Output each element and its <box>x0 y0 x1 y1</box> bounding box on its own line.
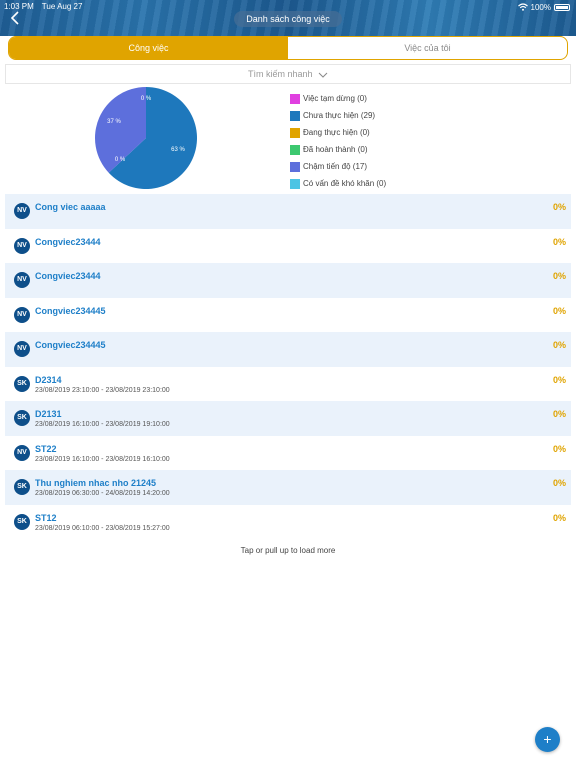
task-title: D2314 <box>35 374 62 385</box>
tab-viec-cua-toi[interactable]: Việc của tôi <box>404 43 451 53</box>
status-time: 1:03 PM <box>4 2 34 11</box>
load-more-text[interactable]: Tap or pull up to load more <box>240 546 336 555</box>
task-title: Cong viec aaaaa <box>35 202 106 212</box>
plus-icon: + <box>543 731 552 747</box>
task-progress-percent: 0% <box>552 478 566 488</box>
legend-label: Việc tạm dừng (0) <box>303 94 367 103</box>
task-row[interactable]: NV Congviec234445 0% <box>5 332 571 367</box>
task-date-range: 23/08/2019 16:10:00 - 23/08/2019 16:10:0… <box>35 455 170 463</box>
task-progress-percent: 0% <box>552 305 566 316</box>
task-type-badge: NV <box>14 237 30 254</box>
task-title: D2131 <box>35 409 62 419</box>
battery-icon <box>554 3 570 11</box>
task-title: Congviec23444 <box>35 236 101 247</box>
task-type-badge: NV <box>14 306 30 323</box>
task-type-badge: NV <box>14 203 30 219</box>
task-type-badge: NV <box>14 444 30 461</box>
pie-slice <box>108 87 197 189</box>
task-progress-percent: 0% <box>552 202 566 212</box>
task-row[interactable]: SK ST12 23/08/2019 06:10:00 - 23/08/2019 1… <box>5 505 571 540</box>
task-title: ST22 <box>35 443 57 454</box>
task-title: ST12 <box>35 512 57 523</box>
legend-label: Chưa thực hiện (29) <box>303 111 376 120</box>
legend-item: Việc tạm dừng (0) <box>290 90 386 107</box>
pie-slice-label: 0 % <box>115 157 126 163</box>
task-date-range: 23/08/2019 16:10:00 - 23/08/2019 19:10:0… <box>35 421 170 428</box>
add-task-button[interactable]: + <box>535 727 560 752</box>
task-title: Congviec234445 <box>35 340 106 350</box>
pie-slice-label: 37 % <box>107 119 121 125</box>
task-title: Thu nghiem nhac nho 21245 <box>35 478 157 488</box>
battery-percent: 100% <box>530 2 551 12</box>
task-row[interactable]: NV ST22 23/08/2019 16:10:00 - 23/08/2019 1… <box>5 436 571 471</box>
legend-swatch <box>290 127 300 138</box>
task-row[interactable]: NV Cong viec aaaaa 0% <box>5 194 571 229</box>
task-progress-percent: 0% <box>552 340 566 350</box>
legend-swatch <box>290 178 300 189</box>
task-progress-percent: 0% <box>552 409 566 419</box>
task-title: Congviec23444 <box>35 271 101 281</box>
task-date-range: 23/08/2019 06:10:00 - 23/08/2019 15:27:0… <box>35 524 170 532</box>
legend-item: Có vấn đề khó khăn (0) <box>290 175 386 192</box>
chevron-down-icon <box>318 72 328 78</box>
pie-slice <box>95 87 146 173</box>
task-list: NV Cong viec aaaaa 0% NV Congviec23444 0% NV Co… <box>5 194 571 539</box>
legend-item: Chậm tiến độ (17) <box>290 158 386 175</box>
pie-slice-label: 0 % <box>141 96 152 102</box>
legend-label: Đã hoàn thành (0) <box>303 145 368 154</box>
task-row[interactable]: NV Congviec23444 0% <box>5 263 571 298</box>
legend-swatch <box>290 161 300 172</box>
task-type-badge: NV <box>14 272 30 288</box>
tab-bar: Công việc Việc của tôi <box>8 36 568 60</box>
task-type-badge: NV <box>14 341 30 357</box>
task-title: Congviec234445 <box>35 305 106 316</box>
task-row[interactable]: SK Thu nghiem nhac nho 21245 23/08/2019 06… <box>5 470 571 505</box>
header-bar: 1:03 PM Tue Aug 27 100% Danh sách công v… <box>0 0 576 36</box>
task-progress-percent: 0% <box>552 236 566 247</box>
task-row[interactable]: NV Congviec23444 0% <box>5 229 571 264</box>
status-bar: 1:03 PM Tue Aug 27 100% <box>4 2 570 12</box>
legend-label: Có vấn đề khó khăn (0) <box>303 179 387 188</box>
legend-swatch <box>290 110 300 121</box>
task-progress-percent: 0% <box>552 443 566 454</box>
task-date-range: 23/08/2019 06:30:00 - 24/08/2019 14:20:0… <box>35 490 170 497</box>
task-progress-percent: 0% <box>552 271 566 281</box>
status-date: Tue Aug 27 <box>41 2 83 11</box>
legend-item: Đã hoàn thành (0) <box>290 141 386 158</box>
legend-label: Đang thực hiện (0) <box>303 128 370 137</box>
legend-label: Chậm tiến độ (17) <box>303 162 368 171</box>
legend-swatch <box>290 93 300 104</box>
wifi-icon <box>517 3 528 11</box>
task-row[interactable]: SK D2314 23/08/2019 23:10:00 - 23/08/2019 … <box>5 367 571 402</box>
task-row[interactable]: SK D2131 23/08/2019 16:10:00 - 23/08/2019 … <box>5 401 571 436</box>
task-type-badge: SK <box>14 375 30 392</box>
task-type-badge: SK <box>14 513 30 530</box>
task-type-badge: SK <box>14 479 30 495</box>
legend-item: Chưa thực hiện (29) <box>290 107 386 124</box>
legend-swatch <box>290 144 300 155</box>
quick-search-toggle[interactable]: Tìm kiếm nhanh <box>5 64 571 84</box>
task-date-range: 23/08/2019 23:10:00 - 23/08/2019 23:10:0… <box>35 386 170 394</box>
task-progress-percent: 0% <box>552 374 566 385</box>
legend-item: Đang thực hiện (0) <box>290 124 386 141</box>
quick-search-label: Tìm kiếm nhanh <box>247 69 313 79</box>
pie-chart: 0 % 63 % 0 % 37 % <box>95 87 197 189</box>
pie-slice-label: 63 % <box>171 147 185 153</box>
chevron-left-icon[interactable] <box>8 10 24 26</box>
task-progress-percent: 0% <box>552 512 566 523</box>
chart-legend: Việc tạm dừng (0) Chưa thực hiện (29) Đang… <box>290 90 386 192</box>
task-row[interactable]: NV Congviec234445 0% <box>5 298 571 333</box>
tab-cong-viec[interactable]: Công việc <box>9 37 288 59</box>
page-title: Danh sách công việc <box>234 11 342 27</box>
task-type-badge: SK <box>14 410 30 426</box>
